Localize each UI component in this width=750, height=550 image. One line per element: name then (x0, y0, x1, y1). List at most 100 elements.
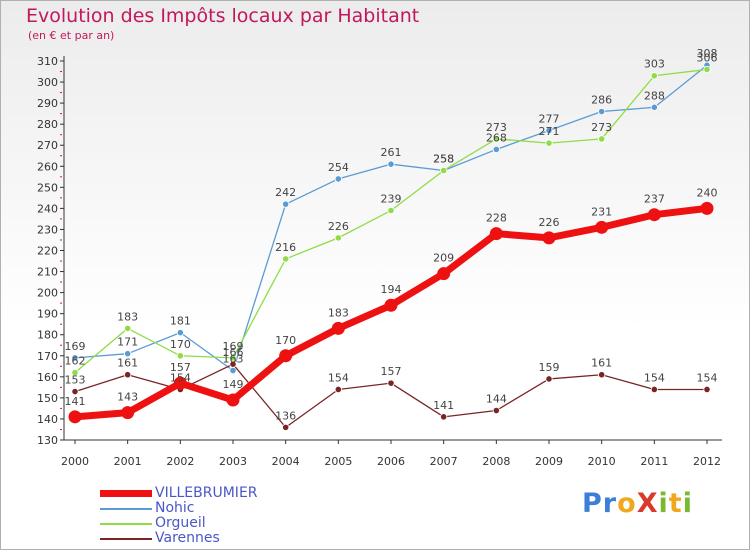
data-label: 261 (381, 146, 402, 159)
data-label: 166 (223, 346, 244, 359)
data-point (440, 413, 448, 421)
data-point (282, 423, 290, 431)
y-tick-label: 160 (37, 371, 58, 384)
data-label: 286 (591, 94, 612, 107)
data-point (492, 406, 500, 415)
data-label: 231 (591, 205, 612, 218)
data-point (492, 135, 500, 143)
data-point (121, 406, 135, 420)
data-point (440, 166, 448, 175)
data-point (124, 371, 132, 379)
data-point (71, 387, 79, 396)
data-point (595, 220, 609, 234)
data-label: 216 (275, 241, 296, 254)
data-point (492, 145, 500, 154)
data-label: 163 (223, 353, 244, 366)
data-label: 288 (644, 89, 665, 102)
data-label: 169 (223, 340, 244, 353)
data-point (700, 201, 714, 215)
data-label: 141 (65, 395, 86, 408)
data-point (176, 352, 184, 360)
x-tick-label: 2007 (430, 455, 458, 468)
data-label: 149 (223, 378, 244, 391)
data-point (384, 298, 398, 312)
data-point (598, 135, 606, 143)
data-point (387, 160, 395, 168)
data-label: 268 (486, 131, 507, 144)
data-label: 183 (117, 310, 138, 323)
data-label: 226 (539, 216, 560, 229)
data-point (387, 206, 395, 215)
data-point (334, 234, 342, 242)
data-label: 144 (486, 393, 507, 406)
data-label: 136 (275, 409, 296, 422)
chart-title: Evolution des Impôts locaux par Habitant (26, 5, 420, 27)
y-tick-label: 180 (37, 329, 58, 342)
data-point (282, 255, 290, 263)
data-label: 141 (433, 399, 454, 412)
data-label: 237 (644, 193, 665, 206)
logo-letter: r (602, 488, 618, 519)
data-point (229, 360, 237, 368)
y-tick-label: 270 (37, 139, 58, 152)
data-label: 303 (644, 58, 665, 71)
y-tick-label: 170 (37, 350, 58, 363)
data-point (545, 375, 553, 383)
data-label: 154 (644, 371, 665, 384)
y-tick-label: 130 (37, 434, 58, 447)
data-label: 183 (328, 306, 349, 319)
logo-letter: t (668, 488, 683, 519)
data-label: 239 (381, 192, 402, 205)
x-tick-label: 2001 (114, 455, 142, 468)
data-label: 306 (697, 51, 718, 64)
y-tick-label: 250 (37, 181, 58, 194)
data-point (124, 350, 132, 358)
logo-letter: X (636, 488, 659, 519)
y-tick-label: 200 (37, 287, 58, 300)
data-label: 153 (65, 374, 86, 387)
data-point (647, 208, 661, 222)
x-tick-label: 2009 (535, 455, 563, 468)
y-tick-label: 210 (37, 266, 58, 279)
data-point (71, 369, 79, 377)
logo-letter: i (682, 488, 693, 519)
x-tick-label: 2008 (482, 455, 510, 468)
legend-swatch (100, 538, 152, 540)
data-label: 161 (117, 357, 138, 370)
data-label: 228 (486, 212, 507, 225)
data-label: 154 (328, 371, 349, 384)
data-label: 240 (697, 186, 718, 199)
y-tick-label: 290 (37, 97, 58, 110)
data-point (282, 200, 290, 208)
x-tick-label: 2012 (693, 455, 721, 468)
data-point (598, 107, 606, 116)
data-label: 273 (486, 121, 507, 134)
data-point (489, 227, 503, 241)
x-tick-label: 2002 (166, 455, 194, 468)
x-tick-label: 2005 (324, 455, 352, 468)
data-point (334, 385, 342, 394)
data-point (545, 126, 553, 135)
data-point (331, 321, 345, 335)
logo-letter: i (658, 488, 669, 519)
data-point (71, 354, 79, 362)
data-point (334, 175, 342, 183)
data-label: 209 (433, 252, 454, 265)
y-tick-label: 190 (37, 308, 58, 321)
legend-label: Nohic (155, 500, 195, 516)
y-tick-label: 310 (37, 55, 58, 68)
logo-letter: P (582, 488, 603, 519)
data-label: 162 (65, 355, 86, 368)
y-tick-label: 260 (37, 160, 58, 173)
data-label: 171 (117, 336, 138, 349)
data-label: 161 (591, 357, 612, 370)
y-tick-label: 220 (37, 245, 58, 258)
data-point (703, 385, 711, 394)
legend-swatch (100, 490, 152, 497)
data-point (229, 366, 237, 375)
data-label: 170 (275, 334, 296, 347)
data-label: 258 (433, 152, 454, 165)
data-label: 271 (539, 125, 560, 138)
